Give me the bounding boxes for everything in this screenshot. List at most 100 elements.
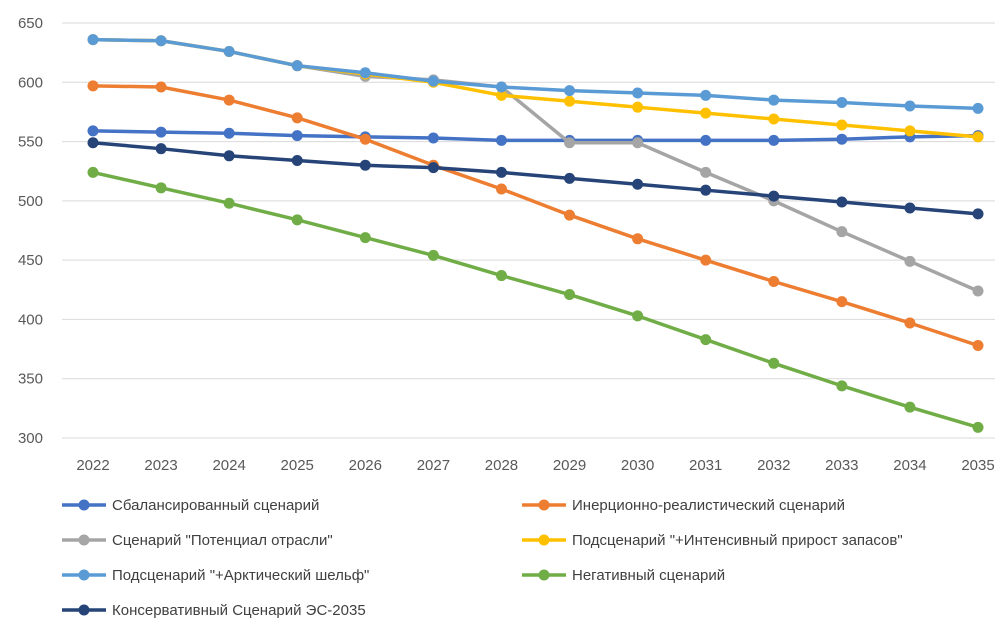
- data-point: [632, 178, 644, 190]
- data-point: [155, 182, 167, 194]
- data-point: [223, 197, 235, 209]
- legend-swatch-marker: [78, 534, 90, 546]
- data-point: [700, 334, 712, 346]
- legend-swatch-marker: [538, 499, 550, 511]
- data-point: [564, 209, 576, 221]
- x-tick-label: 2025: [281, 457, 314, 474]
- data-point: [155, 35, 167, 47]
- data-point: [495, 166, 507, 178]
- legend-entry: Негативный сценарий: [522, 567, 725, 584]
- y-tick-label: 400: [18, 311, 43, 328]
- data-point: [291, 155, 303, 167]
- x-tick-label: 2035: [961, 457, 994, 474]
- data-point: [291, 214, 303, 226]
- data-point: [87, 125, 99, 137]
- y-tick-label: 500: [18, 193, 43, 210]
- legend-swatch-marker: [538, 569, 550, 581]
- data-point: [291, 130, 303, 142]
- data-point: [700, 134, 712, 146]
- legend-entry: Сценарий "Потенциал отрасли": [62, 532, 333, 549]
- data-point: [972, 102, 984, 114]
- series-line: [91, 170, 980, 430]
- y-tick-label: 450: [18, 252, 43, 269]
- data-point: [495, 81, 507, 93]
- data-point: [87, 137, 99, 149]
- legend-entry: Подсценарий "+Арктический шельф": [62, 567, 369, 584]
- data-point: [564, 172, 576, 184]
- data-point: [836, 196, 848, 208]
- data-point: [904, 125, 916, 137]
- data-point: [768, 94, 780, 106]
- legend-swatch-marker: [78, 499, 90, 511]
- data-point: [972, 208, 984, 220]
- data-point: [223, 94, 235, 106]
- data-point: [768, 190, 780, 202]
- legend-swatch-marker: [538, 534, 550, 546]
- data-point: [768, 134, 780, 146]
- data-point: [155, 81, 167, 93]
- data-point: [836, 119, 848, 131]
- data-point: [836, 226, 848, 238]
- data-point: [904, 202, 916, 214]
- data-point: [155, 126, 167, 138]
- data-point: [768, 275, 780, 287]
- data-point: [495, 183, 507, 195]
- data-point: [836, 96, 848, 108]
- data-point: [427, 132, 439, 144]
- data-point: [359, 133, 371, 145]
- data-point: [700, 89, 712, 101]
- y-tick-label: 350: [18, 371, 43, 388]
- data-point: [155, 143, 167, 155]
- series-7: [87, 137, 984, 220]
- x-tick-label: 2031: [689, 457, 722, 474]
- data-point: [972, 131, 984, 143]
- data-point: [223, 150, 235, 162]
- data-point: [768, 113, 780, 125]
- data-point: [359, 232, 371, 244]
- x-tick-label: 2030: [621, 457, 654, 474]
- data-point: [632, 310, 644, 322]
- data-point: [632, 137, 644, 149]
- data-point: [359, 67, 371, 79]
- data-point: [972, 421, 984, 433]
- legend-label: Подсценарий "+Интенсивный прирост запасо…: [572, 532, 903, 549]
- data-point: [632, 233, 644, 245]
- series-line: [91, 84, 980, 348]
- y-axis-tick-labels: 300 350 400 450 500 550 600 650: [18, 15, 43, 447]
- data-point: [291, 60, 303, 72]
- series-line: [91, 37, 980, 293]
- data-point: [427, 162, 439, 174]
- series-lines: [87, 34, 984, 433]
- legend-label: Негативный сценарий: [572, 567, 725, 584]
- data-point: [427, 249, 439, 261]
- series-6: [87, 166, 984, 433]
- x-tick-label: 2024: [212, 457, 245, 474]
- data-point: [564, 137, 576, 149]
- series-1: [87, 125, 984, 146]
- legend-entry: Сбалансированный сценарий: [62, 497, 319, 514]
- legend-label: Сценарий "Потенциал отрасли": [112, 532, 333, 549]
- x-tick-label: 2027: [417, 457, 450, 474]
- data-point: [904, 100, 916, 112]
- legend-label: Сбалансированный сценарий: [112, 497, 319, 514]
- x-axis-tick-labels: 2022 2023 2024 2025 2026 2027 2028 2029 2030 2031…: [76, 457, 994, 474]
- data-point: [904, 255, 916, 267]
- data-point: [223, 45, 235, 57]
- series-line: [91, 141, 980, 216]
- x-tick-label: 2034: [893, 457, 926, 474]
- data-point: [495, 270, 507, 282]
- y-tick-label: 550: [18, 134, 43, 151]
- data-point: [495, 89, 507, 101]
- legend-label: Консервативный Сценарий ЭС-2035: [112, 602, 366, 618]
- data-point: [632, 101, 644, 113]
- legend: Сбалансированный сценарий Инерционно-реал…: [62, 497, 903, 618]
- gridlines: [62, 22, 995, 439]
- data-point: [972, 340, 984, 352]
- data-point: [291, 112, 303, 124]
- legend-entry: Консервативный Сценарий ЭС-2035: [62, 602, 366, 618]
- data-point: [836, 133, 848, 145]
- y-tick-label: 650: [18, 15, 43, 32]
- x-tick-label: 2022: [76, 457, 109, 474]
- x-tick-label: 2023: [144, 457, 177, 474]
